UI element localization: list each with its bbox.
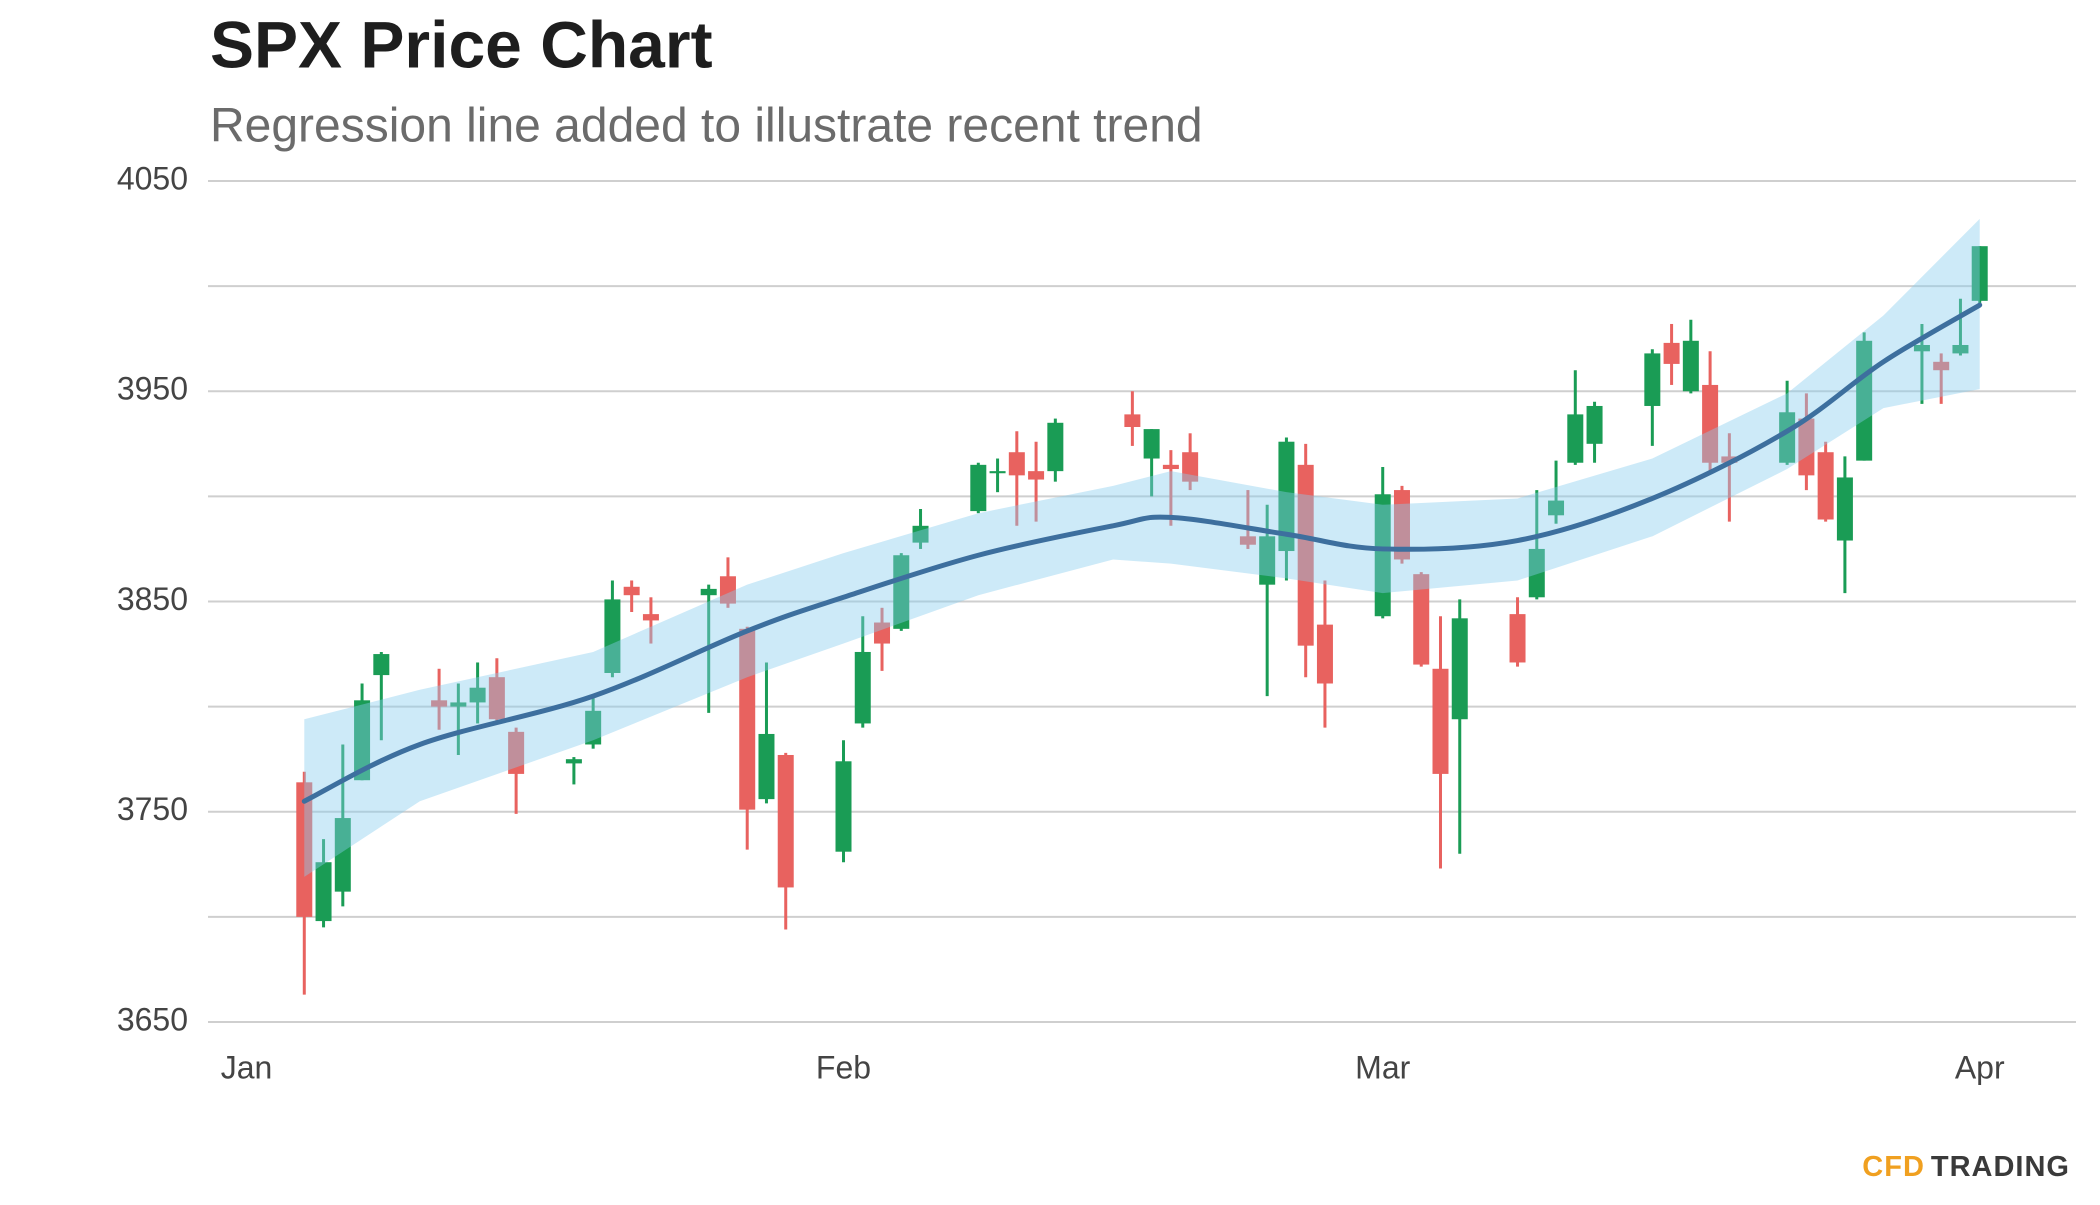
candle-body [1374, 494, 1391, 617]
candle-body [989, 471, 1006, 474]
axis-labels: 3650 3750 3850 3950 4050 Jan Feb Mar Apr [117, 160, 2005, 1085]
candle-body [1451, 618, 1468, 720]
candle-body [1432, 668, 1449, 774]
candle-body [1971, 246, 1988, 301]
grid [208, 180, 2076, 1023]
x-tick-label: Apr [1955, 1049, 2005, 1085]
regression-line [301, 302, 1983, 804]
chart-title: SPX Price Chart [210, 7, 713, 81]
y-tick-label: 4050 [117, 160, 188, 196]
candle-body [970, 464, 987, 512]
candle-body [719, 576, 736, 604]
candle-body [1663, 342, 1680, 364]
candle-body [1721, 456, 1738, 463]
candle-body [1124, 414, 1141, 427]
candle-body [1162, 464, 1179, 470]
candle-body [912, 525, 929, 543]
x-tick-label: Feb [816, 1049, 871, 1085]
candle-body [739, 628, 756, 810]
candle-body [1528, 548, 1545, 598]
confidence-band [304, 218, 1980, 877]
candle-body [1239, 536, 1256, 545]
candles [296, 246, 1988, 995]
logo: CFD TRADING [1862, 1151, 2070, 1183]
y-tick-label: 3750 [117, 791, 188, 827]
candle-body [874, 622, 891, 644]
candle-body [700, 588, 717, 596]
candle-body [565, 759, 582, 764]
candle-body [1393, 490, 1410, 560]
candle-body [1548, 500, 1565, 516]
candle-body [450, 702, 467, 707]
candle-body [1047, 422, 1064, 472]
candle-body [642, 614, 659, 621]
candle-body [777, 754, 794, 888]
logo-part: TRADING [1931, 1151, 2070, 1183]
candle-body [1143, 429, 1160, 459]
y-tick-label: 3950 [117, 371, 188, 407]
candle-body [334, 818, 351, 892]
candle-body [835, 761, 852, 852]
candle-body [1779, 412, 1796, 463]
candle-body [373, 654, 390, 676]
candle-body [1933, 361, 1950, 371]
candle-body [1682, 340, 1699, 392]
candle-body [315, 862, 332, 922]
chart-subtitle: Regression line added to illustrate rece… [210, 100, 1203, 153]
candle-body [1952, 344, 1969, 354]
candle-body [508, 731, 525, 774]
candle-body [1836, 477, 1853, 541]
candle-body [585, 710, 602, 745]
candle-body [296, 782, 313, 917]
candle-body [1509, 614, 1526, 663]
candle-body [1297, 464, 1314, 646]
candle-body [854, 651, 871, 724]
candle-body [1008, 452, 1025, 476]
candle-body [604, 599, 621, 673]
candle-body [469, 687, 486, 703]
candle-body [1259, 536, 1276, 585]
candle-body [1913, 344, 1930, 352]
candle-body [1028, 471, 1045, 480]
candle-body [1586, 405, 1603, 444]
x-tick-label: Jan [221, 1049, 273, 1085]
candle-body [1413, 574, 1430, 665]
logo-part: CFD [1862, 1151, 1925, 1183]
candle-body [623, 586, 640, 596]
candle-body [1644, 353, 1661, 406]
candle-body [1316, 624, 1333, 684]
y-tick-label: 3850 [117, 581, 188, 617]
candle-body [1817, 452, 1834, 520]
candle-body [488, 677, 505, 720]
candle-body [1702, 384, 1719, 463]
candle-body [1278, 441, 1295, 552]
candle-body [354, 700, 371, 781]
candle-body [1567, 414, 1584, 463]
candle-body [893, 555, 910, 629]
candle-body [1798, 418, 1815, 476]
candle-body [1182, 452, 1199, 482]
candle-body [758, 733, 775, 800]
x-tick-label: Mar [1355, 1049, 1410, 1085]
candle-body [431, 700, 448, 707]
y-tick-label: 3650 [117, 1001, 188, 1037]
regression [301, 218, 1983, 877]
